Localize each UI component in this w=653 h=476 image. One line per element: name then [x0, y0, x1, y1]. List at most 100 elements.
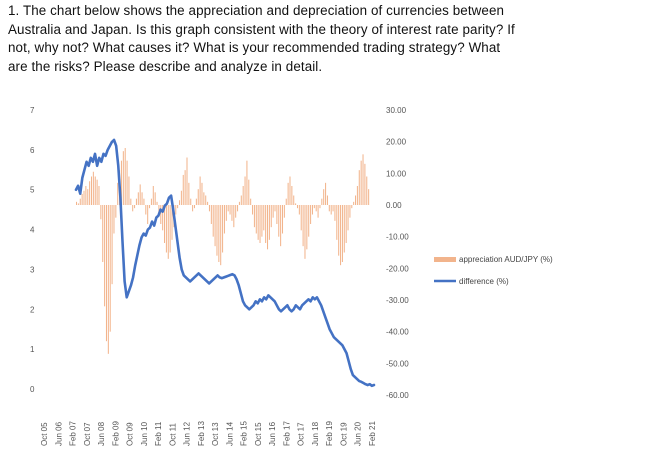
x-tick-label: Oct 13: [211, 422, 220, 446]
bar: [169, 205, 171, 253]
bar: [338, 205, 340, 256]
x-tick-label: Oct 09: [126, 422, 135, 446]
bar: [182, 174, 184, 205]
bar: [100, 205, 102, 220]
right-axis: 30.00 20.00 10.00 0.00 -10.00 -20.00 -30.00 -40…: [386, 106, 409, 400]
legend-swatch-appreciation: [434, 257, 456, 262]
bar: [135, 198, 137, 205]
right-tick-label: -50.00: [386, 359, 409, 368]
bar: [222, 205, 224, 253]
bar: [368, 189, 370, 205]
bar: [150, 198, 152, 205]
bar: [353, 201, 355, 205]
bar: [272, 205, 274, 218]
left-tick-label: 3: [30, 265, 35, 274]
bar: [302, 205, 304, 247]
bar: [240, 195, 242, 205]
bar: [207, 201, 209, 205]
bar: [186, 157, 188, 205]
bar: [139, 184, 141, 205]
x-tick-label: Feb 19: [325, 421, 334, 446]
legend: appreciation AUD/JPY (%) difference (%): [434, 255, 553, 286]
bar: [283, 205, 285, 218]
bar: [257, 205, 259, 240]
bar: [252, 205, 254, 215]
bar: [325, 182, 327, 205]
bar: [313, 205, 315, 209]
bar: [238, 201, 240, 205]
bar: [102, 205, 104, 262]
bar: [246, 160, 248, 205]
bar: [77, 203, 79, 205]
bar: [184, 170, 186, 205]
bar: [115, 205, 117, 218]
bar: [250, 198, 252, 205]
bar: [356, 186, 358, 205]
legend-label-appreciation: appreciation AUD/JPY (%): [459, 255, 553, 264]
bar: [188, 182, 190, 205]
bar: [349, 205, 351, 218]
legend-label-difference: difference (%): [459, 277, 509, 286]
bar: [216, 205, 218, 256]
bar: [291, 186, 293, 205]
x-tick-label: Jun 08: [97, 421, 106, 446]
bar: [364, 163, 366, 205]
bar: [259, 205, 261, 243]
bar: [285, 198, 287, 205]
bar: [355, 195, 357, 205]
bar: [330, 205, 332, 215]
bar: [340, 205, 342, 266]
bar: [177, 205, 179, 209]
bar: [165, 205, 167, 253]
left-tick-label: 1: [30, 345, 35, 354]
bar: [205, 195, 207, 205]
bar: [315, 205, 317, 212]
bar: [201, 182, 203, 205]
bar: [96, 179, 98, 205]
bar: [265, 205, 267, 243]
bar: [336, 205, 338, 240]
bar: [267, 205, 269, 250]
question-text: 1. The chart below shows the appreciatio…: [8, 2, 608, 76]
bar: [253, 205, 255, 228]
bar: [210, 205, 212, 224]
right-tick-label: -60.00: [386, 391, 409, 400]
bar: [233, 205, 235, 228]
x-tick-label: Oct 17: [297, 422, 306, 446]
x-axis: Oct 05 Jun 06 Feb 07 Oct 07 Jun 08 Feb 09 Oct …: [40, 421, 377, 446]
bar: [122, 151, 124, 205]
bar: [160, 205, 162, 224]
x-tick-label: Feb 21: [368, 421, 377, 446]
bar: [105, 205, 107, 342]
bar: [89, 181, 91, 205]
left-axis: 0 1 2 3 4 5 6 7: [30, 106, 35, 394]
bar: [218, 205, 220, 262]
bar: [293, 195, 295, 205]
bar: [195, 198, 197, 205]
bar: [351, 205, 353, 209]
bar: [311, 205, 313, 215]
x-tick-label: Feb 11: [154, 421, 163, 446]
bar: [229, 205, 231, 215]
right-tick-label: 0.00: [386, 201, 402, 210]
bar: [137, 192, 139, 205]
bar: [298, 205, 300, 215]
bar: [225, 205, 227, 221]
x-tick-label: Feb 15: [240, 421, 249, 446]
bar: [343, 205, 345, 253]
bar: [149, 205, 151, 209]
bar: [280, 205, 282, 247]
bar-series: [76, 148, 370, 354]
bar: [81, 193, 83, 205]
bar: [134, 205, 136, 209]
bar: [132, 205, 134, 212]
bar: [124, 148, 126, 205]
bar: [192, 205, 194, 212]
bar: [92, 171, 94, 205]
right-tick-label: 20.00: [386, 138, 407, 147]
bar: [244, 176, 246, 205]
bar: [278, 205, 280, 237]
question-line: Australia and Japan. Is this graph consi…: [8, 21, 515, 37]
bar: [90, 176, 93, 205]
bar: [289, 176, 291, 205]
